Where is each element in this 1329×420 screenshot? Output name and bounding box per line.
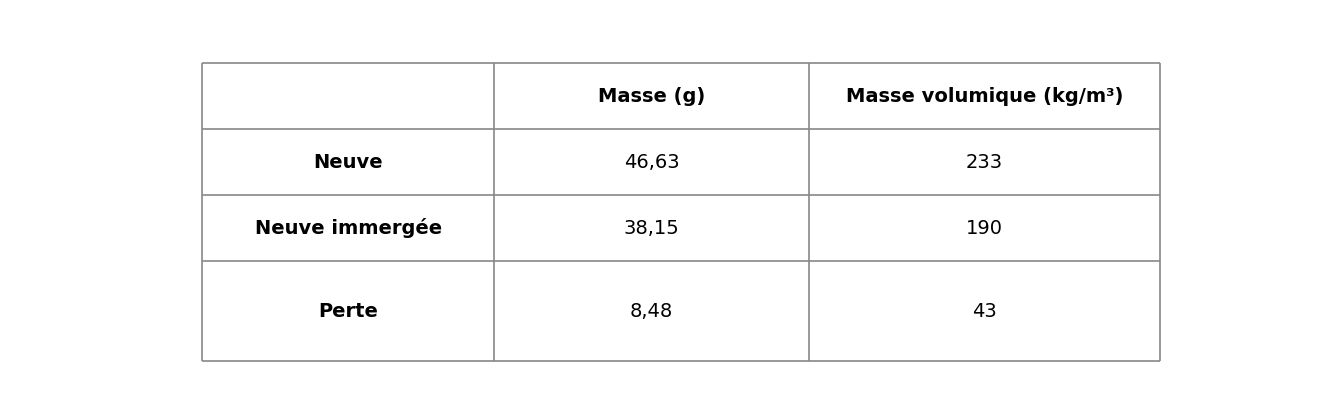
Text: 8,48: 8,48 bbox=[630, 302, 672, 321]
Text: Masse volumique (kg/m³): Masse volumique (kg/m³) bbox=[845, 87, 1123, 106]
Text: Masse (g): Masse (g) bbox=[598, 87, 706, 106]
Text: 46,63: 46,63 bbox=[623, 153, 679, 172]
Text: Perte: Perte bbox=[319, 302, 379, 321]
Text: Neuve: Neuve bbox=[314, 153, 383, 172]
Text: 43: 43 bbox=[971, 302, 997, 321]
Text: 233: 233 bbox=[966, 153, 1003, 172]
Text: 38,15: 38,15 bbox=[623, 219, 679, 238]
Text: 190: 190 bbox=[966, 219, 1003, 238]
Text: Neuve immergée: Neuve immergée bbox=[255, 218, 441, 239]
